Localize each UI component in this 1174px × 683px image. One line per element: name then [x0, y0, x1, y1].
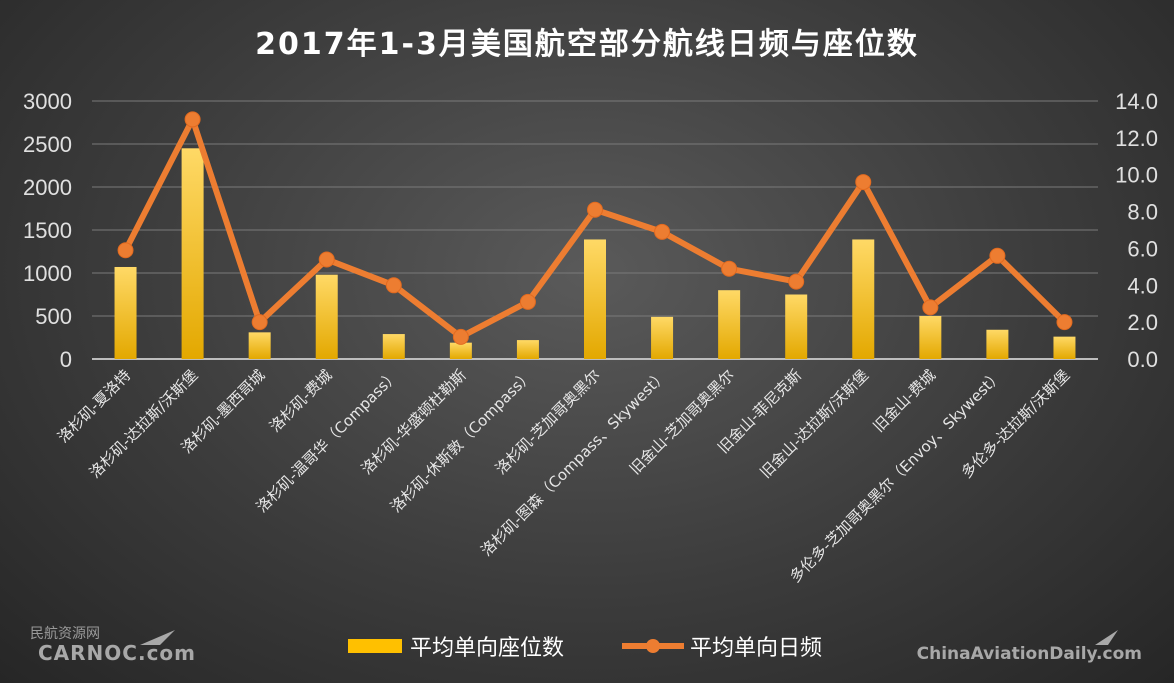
- bar: [785, 294, 808, 359]
- legend-bar-swatch: [348, 639, 402, 653]
- bar: [248, 332, 271, 359]
- watermark-left-en: CARNOC.com: [38, 641, 196, 665]
- line-point: [721, 260, 738, 277]
- legend-line-marker: [646, 639, 660, 653]
- line-point: [251, 314, 268, 331]
- left-axis-ticks: 0 500 1000 1500 2000 2500 3000: [23, 89, 72, 372]
- bar: [315, 274, 338, 359]
- right-tick-label: 8.0: [1127, 200, 1158, 225]
- watermark-right: ChinaAviationDaily.com: [917, 630, 1142, 664]
- left-tick-label: 1000: [23, 261, 72, 286]
- bar: [919, 316, 942, 359]
- legend-line-label: 平均单向日频: [690, 636, 822, 661]
- bar: [584, 239, 606, 359]
- legend: 平均单向座位数 平均单向日频: [348, 636, 822, 661]
- right-tick-label: 6.0: [1127, 236, 1158, 261]
- bar: [1053, 336, 1076, 359]
- line-point: [117, 242, 134, 259]
- bar: [449, 342, 472, 359]
- line-point: [519, 293, 536, 310]
- line-point: [654, 223, 671, 240]
- left-tick-label: 0: [60, 347, 72, 372]
- bar: [114, 266, 137, 359]
- right-tick-label: 4.0: [1127, 273, 1158, 298]
- x-tick-label: 旧金山-费城: [870, 366, 940, 436]
- chart-title: 2017年1-3月美国航空部分航线日频与座位数: [255, 27, 919, 62]
- bar: [516, 340, 539, 359]
- left-tick-label: 500: [35, 304, 72, 329]
- bar: [651, 316, 674, 359]
- bar: [852, 239, 875, 359]
- x-axis-labels: 洛杉矶-夏洛特洛杉矶-达拉斯/沃斯堡洛杉矶-墨西哥城洛杉矶-费城洛杉矶-温哥华（…: [54, 366, 1073, 586]
- line-point: [385, 277, 402, 294]
- watermark-left: 民航资源网 CARNOC.com: [30, 626, 196, 665]
- bar: [181, 148, 204, 359]
- right-tick-label: 14.0: [1115, 89, 1158, 114]
- line-point: [922, 299, 939, 316]
- x-tick-label: 洛杉矶-温哥华（Compass）: [253, 366, 403, 516]
- right-tick-label: 2.0: [1127, 310, 1158, 335]
- line-point: [587, 201, 603, 218]
- right-tick-label: 10.0: [1115, 163, 1158, 188]
- left-tick-label: 3000: [23, 89, 72, 114]
- bar: [986, 329, 1009, 359]
- left-tick-label: 2500: [23, 132, 72, 157]
- line-point: [318, 251, 335, 268]
- line-point: [184, 111, 201, 128]
- plane-logo-icon-right: [1095, 630, 1118, 645]
- bar-series: [114, 148, 1076, 359]
- watermark-left-cn: 民航资源网: [30, 626, 100, 642]
- line-point: [452, 328, 469, 345]
- right-axis-ticks: 0.0 2.0 4.0 6.0 8.0 10.0 12.0 14.0: [1115, 89, 1158, 372]
- line-series: [117, 111, 1073, 345]
- x-tick-label: 洛杉矶-费城: [266, 366, 336, 436]
- line-point: [788, 273, 805, 290]
- watermark-right-text: ChinaAviationDaily.com: [917, 644, 1142, 664]
- right-tick-label: 12.0: [1115, 126, 1158, 151]
- left-tick-label: 1500: [23, 218, 72, 243]
- plane-logo-icon: [140, 630, 175, 645]
- line-point: [1056, 314, 1073, 331]
- bar: [718, 290, 741, 359]
- left-tick-label: 2000: [23, 175, 72, 200]
- legend-bar-label: 平均单向座位数: [410, 636, 564, 661]
- bar: [382, 334, 405, 359]
- line-point: [855, 174, 872, 191]
- x-tick-label: 洛杉矶-休斯敦（Compass）: [387, 366, 537, 516]
- right-tick-label: 0.0: [1127, 347, 1158, 372]
- line-point: [989, 247, 1006, 264]
